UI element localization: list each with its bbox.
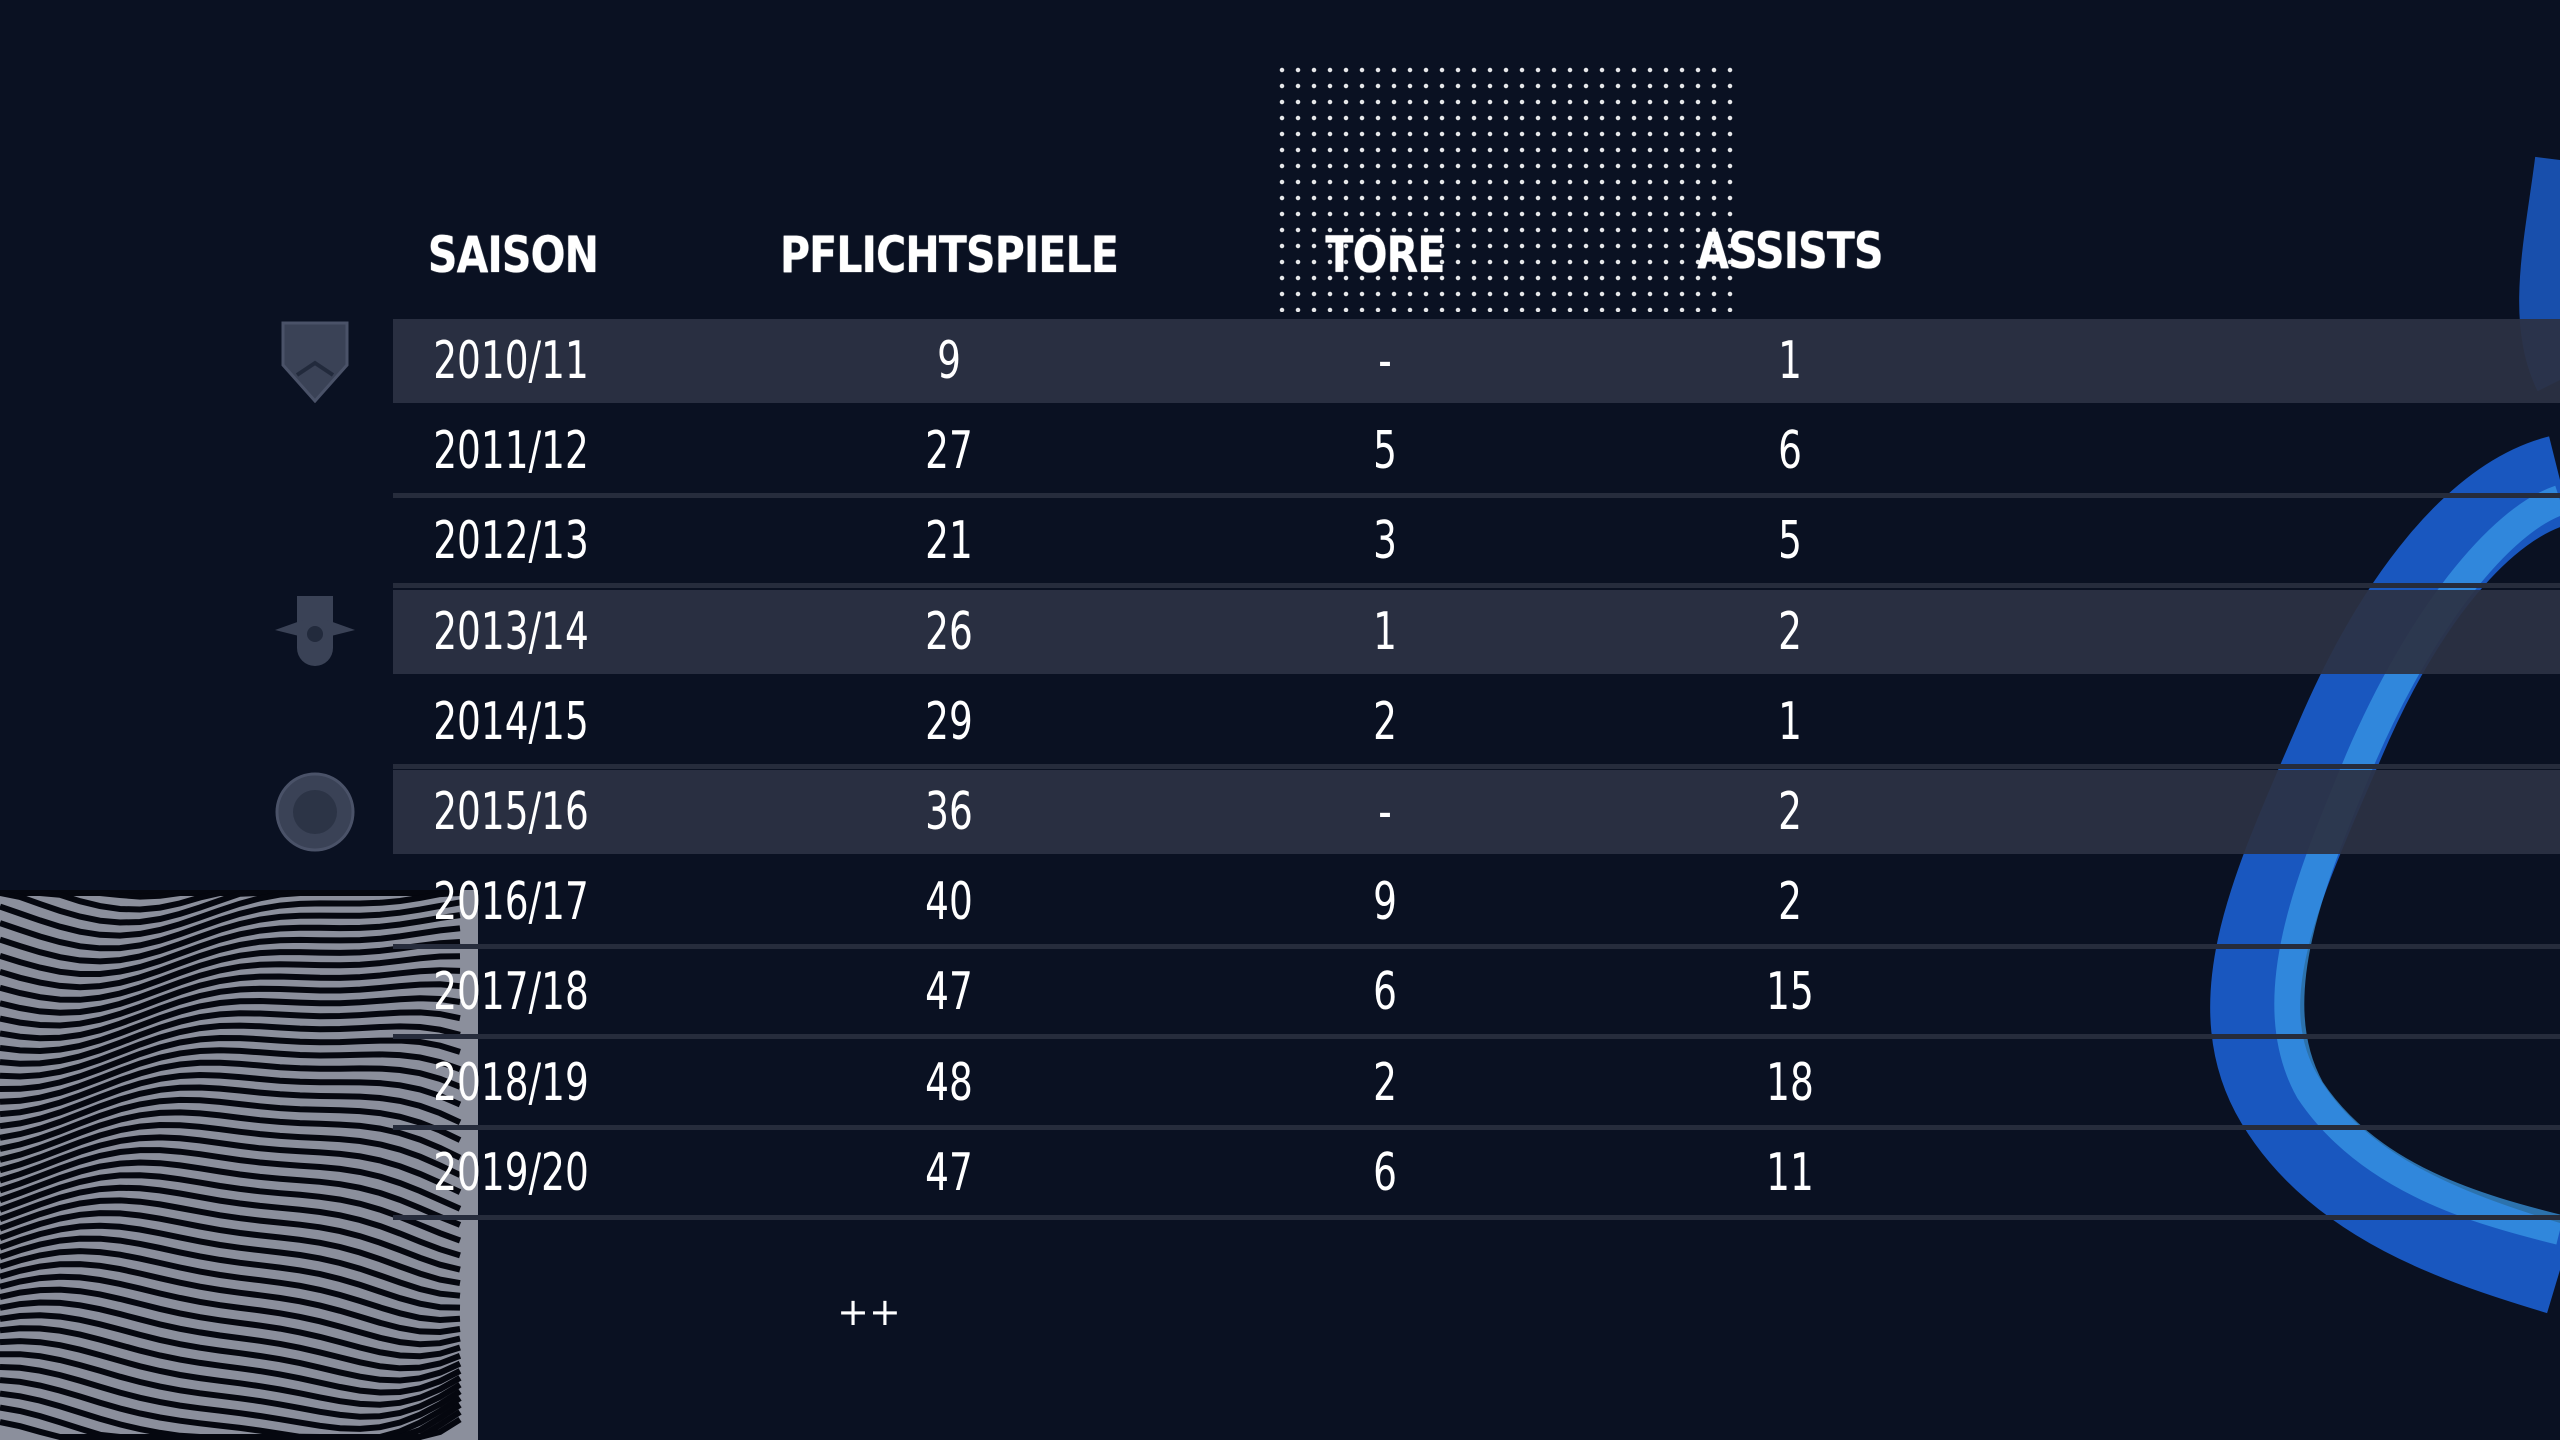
cell-tore: 6	[1373, 1142, 1397, 1203]
header-tore: TORE	[1325, 226, 1445, 284]
cell-assists: 6	[1778, 421, 1802, 482]
dot-grid-decoration	[1274, 62, 1734, 312]
table-row: 2013/14 26 1 2	[393, 589, 2560, 674]
cell-saison: 2010/11	[433, 331, 589, 391]
cell-assists: 2	[1778, 601, 1802, 662]
table-row: 2015/16 36 - 2	[393, 770, 2560, 854]
cell-spiele: 21	[925, 511, 973, 572]
footnote: ++	[837, 1290, 901, 1334]
fc-bayern-crest-icon	[275, 772, 355, 852]
vfb-stuttgart-crest-icon	[281, 321, 349, 403]
cell-spiele: 40	[925, 872, 973, 933]
cell-tore: 5	[1373, 421, 1397, 482]
cell-assists: 2	[1778, 872, 1802, 933]
cell-assists: 18	[1766, 1052, 1814, 1113]
table-row: 2014/15 29 2 1	[393, 680, 2560, 769]
table-row: 2019/20 47 6 11	[393, 1131, 2560, 1220]
cell-tore: 3	[1373, 511, 1397, 572]
cell-tore: -	[1378, 782, 1392, 842]
cell-assists: 11	[1766, 1142, 1814, 1203]
cell-saison: 2011/12	[433, 421, 589, 482]
cell-assists: 5	[1778, 511, 1802, 572]
cell-spiele: 9	[937, 331, 961, 391]
cell-spiele: 47	[925, 1142, 973, 1203]
header-saison: SAISON	[427, 226, 599, 284]
cell-assists: 1	[1778, 331, 1802, 391]
cell-assists: 2	[1778, 782, 1802, 842]
table-row: 2018/19 48 2 18	[393, 1041, 2560, 1130]
table-row: 2017/18 47 6 15	[393, 950, 2560, 1040]
table-row: 2011/12 27 5 6	[393, 409, 2560, 499]
cell-spiele: 48	[925, 1052, 973, 1113]
cell-tore: 9	[1373, 872, 1397, 933]
cell-saison: 2013/14	[433, 601, 589, 662]
cell-spiele: 27	[925, 421, 973, 482]
cell-saison: 2016/17	[433, 872, 589, 933]
header-pflichtspiele: PFLICHTSPIELE	[779, 226, 1119, 284]
cell-tore: 2	[1373, 691, 1397, 752]
cell-saison: 2015/16	[433, 782, 589, 842]
wavy-stripes-decoration	[0, 890, 478, 1440]
cell-spiele: 36	[925, 782, 973, 842]
cell-assists: 15	[1766, 962, 1814, 1023]
cell-spiele: 26	[925, 601, 973, 662]
cell-tore: -	[1378, 331, 1392, 391]
header-assists: ASSISTS	[1697, 222, 1883, 280]
cell-saison: 2019/20	[433, 1142, 589, 1203]
cell-assists: 1	[1778, 691, 1802, 752]
cell-saison: 2012/13	[433, 511, 589, 572]
cell-spiele: 29	[925, 691, 973, 752]
cell-saison: 2017/18	[433, 962, 589, 1023]
cell-saison: 2014/15	[433, 691, 589, 752]
cell-tore: 6	[1373, 962, 1397, 1023]
table-row: 2016/17 40 9 2	[393, 860, 2560, 950]
cell-tore: 2	[1373, 1052, 1397, 1113]
cell-saison: 2018/19	[433, 1052, 589, 1113]
rb-leipzig-crest-icon	[275, 595, 355, 666]
table-row: 2012/13 21 3 5	[393, 499, 2560, 589]
cell-tore: 1	[1373, 601, 1397, 662]
cell-spiele: 47	[925, 962, 973, 1023]
table-row: 2010/11 9 - 1	[393, 319, 2560, 403]
